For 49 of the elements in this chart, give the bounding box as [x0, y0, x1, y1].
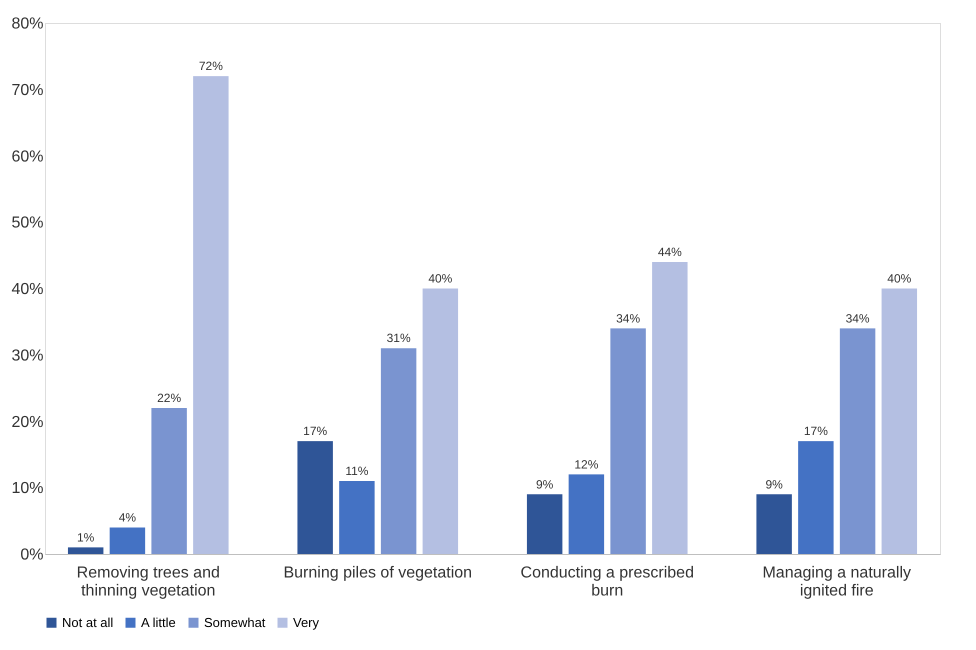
- y-tick-label: 10%: [11, 480, 44, 498]
- bar: [297, 441, 333, 554]
- x-tick-label: Burning piles of vegetation: [283, 564, 472, 582]
- bar: [380, 348, 416, 554]
- data-label: 9%: [765, 477, 784, 492]
- y-tick-label: 20%: [11, 414, 44, 431]
- data-label: 44%: [658, 244, 682, 259]
- bar: [339, 480, 375, 554]
- bar: [193, 76, 229, 554]
- x-tick-label: Conducting a prescribed burn: [520, 564, 694, 600]
- bar: [882, 288, 918, 554]
- data-label: 72%: [198, 59, 224, 74]
- data-label: 34%: [616, 311, 640, 326]
- x-tick-label: Managing a naturally ignited fire: [762, 564, 912, 600]
- data-label: 34%: [846, 311, 870, 326]
- x-tick-label: Removing trees and thinning vegetation: [76, 564, 220, 600]
- data-label: 22%: [157, 390, 182, 405]
- data-label: 9%: [536, 477, 554, 492]
- bar: [652, 262, 688, 554]
- y-tick-label: 50%: [11, 214, 44, 232]
- bar: [610, 328, 646, 554]
- bar: [840, 328, 876, 554]
- bar: [568, 474, 604, 554]
- legend-label: Very: [293, 614, 320, 630]
- data-label: 40%: [428, 272, 453, 286]
- y-tick-label: 60%: [11, 148, 44, 166]
- bar: [151, 408, 187, 554]
- data-label: 31%: [386, 331, 411, 346]
- bar: [756, 494, 792, 554]
- legend-label: A little: [141, 614, 176, 630]
- y-tick-label: 0%: [20, 546, 44, 564]
- data-label: 40%: [887, 272, 912, 286]
- data-label: 17%: [303, 424, 328, 438]
- bar: [110, 527, 146, 554]
- bar: [68, 547, 104, 554]
- y-tick-label: 80%: [11, 16, 44, 32]
- data-label: 4%: [118, 510, 136, 524]
- legend-label: Somewhat: [204, 614, 266, 630]
- data-label: 12%: [574, 457, 599, 472]
- legend-label: Not at all: [62, 614, 114, 630]
- y-tick-label: 30%: [11, 347, 44, 364]
- bar: [798, 441, 834, 554]
- data-label: 11%: [345, 464, 369, 478]
- bar: [422, 288, 458, 554]
- y-tick-label: 40%: [11, 281, 44, 298]
- bar: [526, 494, 562, 554]
- data-label: 1%: [77, 530, 95, 544]
- data-label: 17%: [804, 424, 828, 438]
- y-tick-label: 70%: [11, 82, 44, 99]
